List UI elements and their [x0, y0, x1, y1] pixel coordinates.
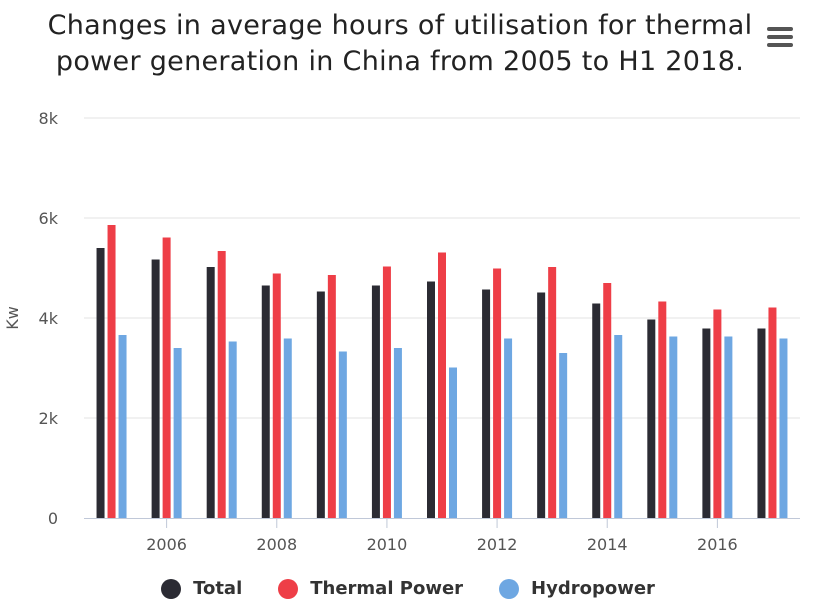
y-axis-title: Kw [3, 306, 22, 330]
chart-title-line-1: Changes in average hours of utilisation … [47, 10, 753, 41]
bar-total-2005 [96, 248, 105, 518]
bar-hydropower-2016 [724, 336, 733, 518]
bar-hydropower-2005 [118, 335, 127, 518]
legend-label-thermal-power: Thermal Power [310, 578, 464, 599]
legend-marker-total [161, 578, 182, 599]
bar-thermal-power-2011 [438, 252, 446, 518]
x-tick-label: 2006 [146, 535, 187, 554]
legend-item-total[interactable]: Total [161, 578, 242, 599]
chart-title-line-2: power generation in China from 2005 to H… [55, 46, 745, 77]
bar-thermal-power-2008 [272, 273, 281, 518]
legend-item-thermal-power[interactable]: Thermal Power [278, 578, 463, 599]
bar-thermal-power-2009 [327, 275, 336, 518]
bar-thermal-power-2016 [713, 309, 722, 518]
bar-total-2008 [261, 285, 270, 518]
legend-marker-hydropower [499, 578, 520, 599]
y-tick-label: 4k [39, 309, 59, 328]
chart-area: 0 2k 4k 6k 8k Kw 2006 2008 2010 2012 2014 2016 [3, 109, 800, 554]
legend-label-total: Total [193, 578, 243, 599]
bar-hydropower-2015 [669, 336, 678, 518]
bar-hydropower-2009 [338, 351, 347, 518]
bar-thermal-power-2010 [382, 266, 391, 518]
bar-total-2012 [482, 289, 491, 518]
bar-hydropower-2008 [283, 338, 292, 518]
bar-thermal-power-2015 [658, 301, 667, 518]
x-tick-label: 2012 [477, 535, 518, 554]
bar-thermal-power-2013 [548, 267, 557, 518]
bar-hydropower-2012 [504, 338, 513, 518]
bar-thermal-power-2007 [217, 251, 226, 518]
x-tick-label: 2014 [587, 535, 628, 554]
chart-title: Changes in average hours of utilisation … [20, 8, 780, 80]
bar-total-2010 [371, 285, 380, 518]
bar-hydropower-2006 [173, 348, 182, 518]
hamburger-menu-icon[interactable] [764, 24, 796, 50]
bar-hydropower-2007 [228, 341, 237, 518]
x-tick-label: 2016 [697, 535, 738, 554]
bar-hydropower-2013 [559, 353, 568, 518]
bar-hydropower-2017 [779, 338, 788, 518]
bar-total-2011 [427, 281, 435, 518]
bar-total-2006 [151, 259, 160, 518]
bar-thermal-power-2014 [603, 283, 612, 518]
x-tick-label: 2008 [256, 535, 297, 554]
bar-total-2014 [592, 303, 601, 518]
bar-total-2016 [702, 328, 711, 518]
bar-thermal-power-2012 [493, 268, 502, 518]
legend: Total Thermal Power Hydropower [0, 578, 816, 599]
x-tick-label: 2010 [367, 535, 408, 554]
legend-label-hydropower: Hydropower [531, 578, 655, 599]
legend-marker-thermal-power [278, 578, 299, 599]
bar-total-2017 [757, 328, 766, 518]
bar-hydropower-2014 [614, 335, 623, 518]
bar-thermal-power-2005 [107, 225, 116, 518]
bar-thermal-power-2006 [162, 237, 171, 518]
bar-total-2007 [206, 267, 215, 518]
bar-thermal-power-2017 [768, 307, 777, 518]
bar-total-2015 [647, 319, 656, 518]
y-tick-label: 0 [48, 509, 58, 528]
y-tick-label: 6k [39, 209, 59, 228]
bar-hydropower-2011 [449, 367, 457, 518]
bar-total-2013 [537, 292, 546, 518]
y-tick-label: 2k [39, 409, 59, 428]
legend-item-hydropower[interactable]: Hydropower [499, 578, 655, 599]
bar-hydropower-2010 [393, 348, 402, 518]
y-tick-label: 8k [39, 109, 59, 128]
bar-total-2009 [316, 291, 325, 518]
